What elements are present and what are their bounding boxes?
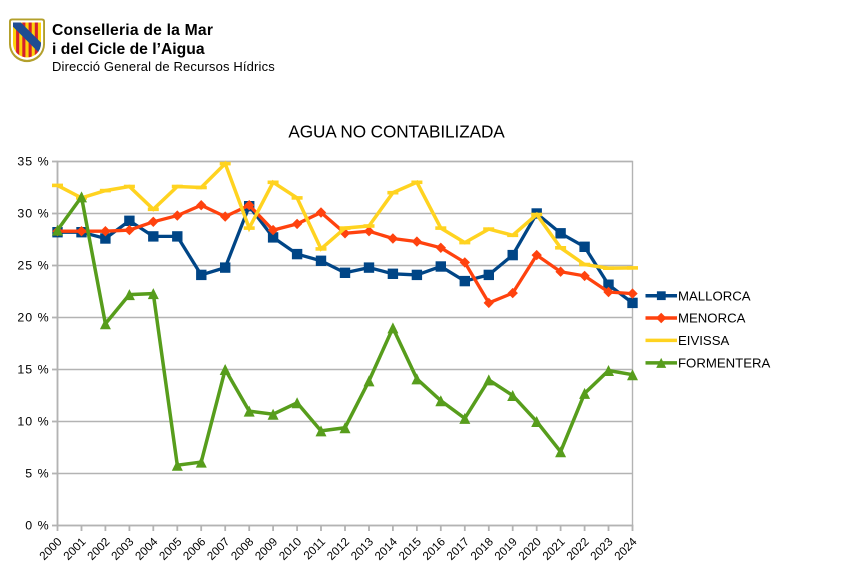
svg-text:2018: 2018 xyxy=(468,535,496,563)
svg-text:30 %: 30 % xyxy=(17,207,49,221)
svg-text:2017: 2017 xyxy=(444,535,472,563)
svg-text:2009: 2009 xyxy=(253,535,281,563)
svg-text:FORMENTERA: FORMENTERA xyxy=(678,356,771,371)
svg-text:2006: 2006 xyxy=(181,535,209,563)
svg-text:EIVISSA: EIVISSA xyxy=(678,333,730,348)
svg-text:2024: 2024 xyxy=(612,535,640,563)
svg-text:2015: 2015 xyxy=(396,535,424,563)
svg-text:35 %: 35 % xyxy=(17,155,49,169)
svg-text:2019: 2019 xyxy=(492,535,520,563)
svg-text:2023: 2023 xyxy=(588,535,616,563)
svg-text:2008: 2008 xyxy=(229,535,257,563)
svg-text:2002: 2002 xyxy=(85,535,113,563)
svg-text:2020: 2020 xyxy=(516,535,544,563)
svg-text:20 %: 20 % xyxy=(17,311,49,325)
svg-text:2021: 2021 xyxy=(540,535,568,563)
svg-text:2004: 2004 xyxy=(133,535,161,563)
svg-text:2000: 2000 xyxy=(37,535,65,563)
svg-text:2005: 2005 xyxy=(157,535,185,563)
svg-text:15 %: 15 % xyxy=(17,363,49,377)
svg-text:MENORCA: MENORCA xyxy=(678,311,746,326)
svg-text:2022: 2022 xyxy=(564,535,592,563)
svg-text:Direcció General de Recursos H: Direcció General de Recursos Hídrics xyxy=(52,59,275,74)
svg-text:2007: 2007 xyxy=(205,535,233,563)
svg-text:Conselleria de la Mar: Conselleria de la Mar xyxy=(52,22,213,39)
svg-text:2001: 2001 xyxy=(61,535,89,563)
svg-text:2013: 2013 xyxy=(349,535,377,563)
svg-text:2016: 2016 xyxy=(420,535,448,563)
svg-text:25 %: 25 % xyxy=(17,259,49,273)
svg-text:2011: 2011 xyxy=(301,535,328,562)
svg-text:2010: 2010 xyxy=(277,535,305,563)
svg-text:10 %: 10 % xyxy=(17,415,49,429)
svg-text:2012: 2012 xyxy=(325,535,353,563)
svg-text:i del Cicle de l’Aigua: i del Cicle de l’Aigua xyxy=(52,41,205,58)
svg-text:2003: 2003 xyxy=(109,535,137,563)
svg-text:MALLORCA: MALLORCA xyxy=(678,288,751,303)
svg-text:AGUA NO CONTABILIZADA: AGUA NO CONTABILIZADA xyxy=(288,122,505,142)
svg-text:5 %: 5 % xyxy=(25,467,49,481)
svg-text:0 %: 0 % xyxy=(25,519,49,533)
svg-text:2014: 2014 xyxy=(372,535,400,563)
